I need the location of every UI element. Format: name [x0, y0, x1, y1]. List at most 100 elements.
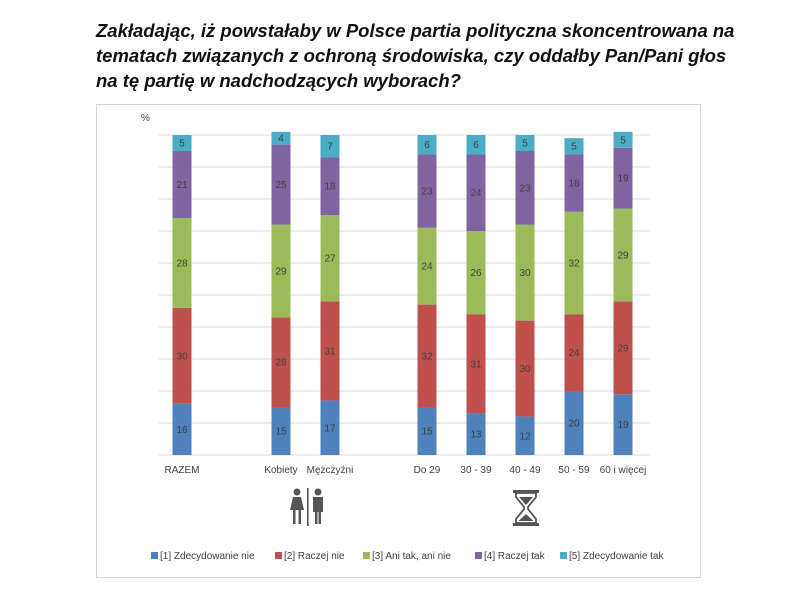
data-label: 20 — [568, 419, 580, 430]
data-label: 15 — [421, 427, 433, 438]
data-label: 21 — [176, 180, 188, 191]
legend-swatch — [363, 552, 370, 559]
data-label: 5 — [571, 142, 577, 153]
data-label: 12 — [519, 431, 531, 442]
bar-segment — [613, 301, 633, 395]
bar-segment — [515, 224, 535, 321]
bar-segment — [320, 157, 340, 215]
bar-segment — [417, 227, 437, 305]
bar-segment — [515, 135, 535, 151]
data-label: 32 — [421, 351, 433, 362]
bar-segment — [466, 154, 486, 231]
data-label: 19 — [617, 420, 629, 431]
data-label: 7 — [327, 142, 333, 153]
bar-segment — [564, 154, 584, 212]
bar-segment — [320, 135, 340, 158]
data-label: 4 — [278, 134, 284, 145]
legend-entry: [1] Zdecydowanie nie — [160, 551, 255, 562]
bar-segment — [271, 144, 291, 225]
data-label: 15 — [275, 427, 287, 438]
bar-segment — [271, 317, 291, 407]
data-label: 28 — [176, 259, 188, 270]
data-label: 30 — [519, 268, 531, 279]
bar-segment — [271, 131, 291, 145]
bar-segment — [172, 218, 192, 308]
legend-entry: [5] Zdecydowanie tak — [569, 551, 664, 562]
bar-segment — [417, 135, 437, 155]
bar-segment — [320, 400, 340, 455]
data-label: 28 — [275, 358, 287, 369]
legend-entry: [4] Raczej tak — [484, 551, 546, 562]
legend-entry: [3] Ani tak, ani nie — [372, 551, 451, 562]
bar-segment — [320, 215, 340, 302]
bar-segment — [466, 314, 486, 414]
category-labels: RAZEM Kobiety Mężczyźni Do 29 30 - 39 40 - 49… — [165, 465, 647, 476]
category-label: 30 - 39 — [460, 465, 492, 476]
chart-area: % 16 30 28 21 5 15 28 29 25 4 17 31 27 18 7 15 32 24 23 6 13… — [96, 104, 701, 578]
data-label: 18 — [324, 182, 336, 193]
bar-segment — [466, 413, 486, 455]
stacked-bar-chart: % 16 30 28 21 5 15 28 29 25 4 17 31 27 18 7 15 32 24 23 6 13… — [141, 113, 664, 562]
data-label: 23 — [421, 187, 433, 198]
data-label: 25 — [275, 180, 287, 191]
data-label: 24 — [421, 262, 433, 273]
bar-segment — [172, 135, 192, 151]
data-label: 5 — [620, 135, 626, 146]
bar-segment — [172, 307, 192, 404]
data-label: 26 — [470, 268, 482, 279]
bar-segment — [417, 407, 437, 455]
bar-segment — [271, 224, 291, 318]
bar-segment — [564, 211, 584, 315]
data-label: 6 — [473, 140, 479, 151]
data-label: 29 — [275, 267, 287, 278]
hourglass-icon — [513, 490, 539, 526]
data-label: 17 — [324, 423, 336, 434]
bar-segment — [515, 416, 535, 455]
bar-segment — [613, 131, 633, 148]
data-label: 6 — [424, 140, 430, 151]
bar-segment — [613, 147, 633, 209]
data-label: 24 — [470, 188, 482, 199]
bar-segment — [417, 304, 437, 407]
category-label: RAZEM — [165, 465, 200, 476]
bar-segment — [564, 314, 584, 391]
data-label: 19 — [617, 174, 629, 185]
data-label: 24 — [568, 348, 580, 359]
bar-segment — [564, 138, 584, 155]
bar-segment — [320, 301, 340, 401]
chart-title: Zakładając, iż powstałaby w Polsce parti… — [96, 20, 735, 91]
category-label: Kobiety — [264, 465, 297, 476]
legend-entry: [2] Raczej nie — [284, 551, 345, 562]
legend-swatch — [275, 552, 282, 559]
legend-swatch — [475, 552, 482, 559]
legend: [1] Zdecydowanie nie [2] Raczej nie [3] An… — [151, 551, 664, 562]
female-male-icon — [290, 488, 323, 526]
legend-swatch — [560, 552, 567, 559]
bar-segment — [417, 154, 437, 228]
category-label: 50 - 59 — [558, 465, 590, 476]
data-label: 30 — [519, 364, 531, 375]
data-label: 31 — [324, 347, 336, 358]
category-label: 40 - 49 — [509, 465, 541, 476]
bar-segment — [271, 407, 291, 455]
bar-segment — [515, 151, 535, 225]
data-label: 31 — [470, 359, 482, 370]
category-label: 60 i więcej — [600, 465, 647, 476]
data-label: 29 — [617, 251, 629, 262]
data-label: 27 — [324, 254, 336, 265]
bar-segment — [613, 208, 633, 302]
bar-segment — [515, 320, 535, 417]
data-label: 18 — [568, 179, 580, 190]
bars: 16 30 28 21 5 15 28 29 25 4 17 31 27 18 7 15 32 24 23 6 13 31… — [172, 131, 633, 455]
data-label: 5 — [522, 139, 528, 150]
legend-swatch — [151, 552, 158, 559]
bar-segment — [172, 403, 192, 455]
data-label: 13 — [470, 430, 482, 441]
data-label: 5 — [179, 139, 185, 150]
data-label: 23 — [519, 183, 531, 194]
bar-segment — [613, 394, 633, 455]
data-label: 16 — [176, 425, 188, 436]
unit-label: % — [141, 113, 150, 124]
category-label: Do 29 — [414, 465, 441, 476]
bar-segment — [172, 151, 192, 219]
